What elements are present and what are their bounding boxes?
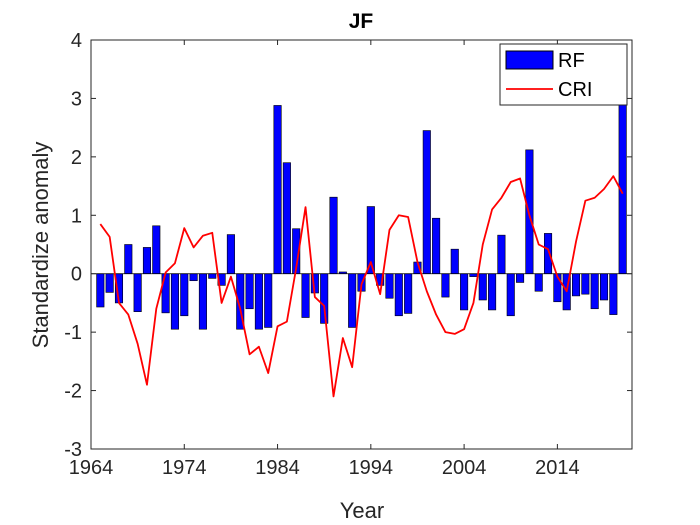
rf-bar-1977 xyxy=(208,273,217,279)
y-tick-label-4: 4 xyxy=(71,30,82,52)
rf-bar-2020 xyxy=(609,273,618,315)
rf-bar-1989 xyxy=(320,273,329,324)
rf-bar-2006 xyxy=(478,273,487,301)
rf-bar-2008 xyxy=(497,234,506,275)
rf-bar-1976 xyxy=(198,273,207,330)
legend-rf-label: RF xyxy=(558,50,585,72)
rf-bar-1979 xyxy=(226,234,235,275)
y-tick-label-2: 2 xyxy=(71,147,82,169)
rf-bar-2001 xyxy=(432,217,441,275)
rf-bar-2010 xyxy=(516,273,525,283)
axes-box xyxy=(90,39,633,450)
legend-cri-label: CRI xyxy=(558,79,592,101)
rf-bar-1968 xyxy=(124,244,133,275)
rf-bar-1982 xyxy=(254,273,263,330)
y-tick-label--1: -1 xyxy=(64,322,82,344)
x-tick-label-1984: 1984 xyxy=(255,457,300,479)
rf-bar-2018 xyxy=(590,273,599,310)
rf-bar-1987 xyxy=(301,273,310,318)
x-tick-label-2004: 2004 xyxy=(442,457,487,479)
rf-bar-2009 xyxy=(506,273,515,317)
cri-line xyxy=(99,175,624,398)
rf-bar-2005 xyxy=(469,273,478,277)
rf-bar-2004 xyxy=(460,273,469,311)
rf-bar-1983 xyxy=(264,273,273,328)
rf-bar-1997 xyxy=(394,273,403,317)
rf-bar-2019 xyxy=(599,273,609,301)
x-tick-label-1974: 1974 xyxy=(162,457,207,479)
y-tick-label--3: -3 xyxy=(64,439,82,461)
rf-bar-1985 xyxy=(282,162,291,275)
rf-bar-1996 xyxy=(385,273,394,299)
rf-bar-2013 xyxy=(544,233,553,275)
rf-bar-1975 xyxy=(189,273,198,282)
rf-bar-2002 xyxy=(441,273,450,298)
rf-bar-1984 xyxy=(273,105,282,275)
axes xyxy=(90,39,633,450)
rf-bar-1965 xyxy=(96,273,105,308)
rf-bar-1974 xyxy=(180,273,189,317)
rf-bar-2017 xyxy=(581,273,590,295)
y-axis-title: Standardize anomaly xyxy=(28,142,53,349)
chart-title: JF xyxy=(349,10,374,33)
rf-bar-1990 xyxy=(329,196,338,275)
cri-line-layer xyxy=(99,175,624,398)
legend-rf-swatch xyxy=(505,50,554,70)
rf-bar-1971 xyxy=(152,225,161,275)
rf-bar-1966 xyxy=(105,273,114,293)
rf-bar-2003 xyxy=(450,248,459,275)
plot-area xyxy=(91,40,632,449)
tick-marks xyxy=(90,39,632,450)
y-tick-label--2: -2 xyxy=(64,381,82,403)
y-tick-label-1: 1 xyxy=(71,205,82,227)
legend: RF CRI xyxy=(499,43,628,106)
rf-bar-1981 xyxy=(245,273,254,310)
x-axis-title: Year xyxy=(340,498,384,523)
rf-bar-2016 xyxy=(571,273,581,297)
rf-bar-2012 xyxy=(534,273,543,292)
tick-labels: 1964 1974 1984 1994 2004 2014 -3 -2 -1 0 1 2 3 4 xyxy=(64,30,579,479)
x-tick-label-1994: 1994 xyxy=(349,457,394,479)
x-tick-label-2014: 2014 xyxy=(535,457,580,479)
x-tick-label-1964: 1964 xyxy=(69,457,114,479)
rf-bar-2000 xyxy=(422,130,431,275)
y-tick-label-3: 3 xyxy=(71,88,82,110)
rf-bar-1970 xyxy=(142,247,151,275)
rf-bar-1992 xyxy=(348,273,357,328)
y-tick-label-0: 0 xyxy=(71,264,82,286)
rf-bar-1973 xyxy=(170,273,179,330)
rf-bar-1969 xyxy=(133,273,142,312)
rf-bar-1998 xyxy=(404,273,413,314)
rf-bar-2007 xyxy=(488,273,497,311)
